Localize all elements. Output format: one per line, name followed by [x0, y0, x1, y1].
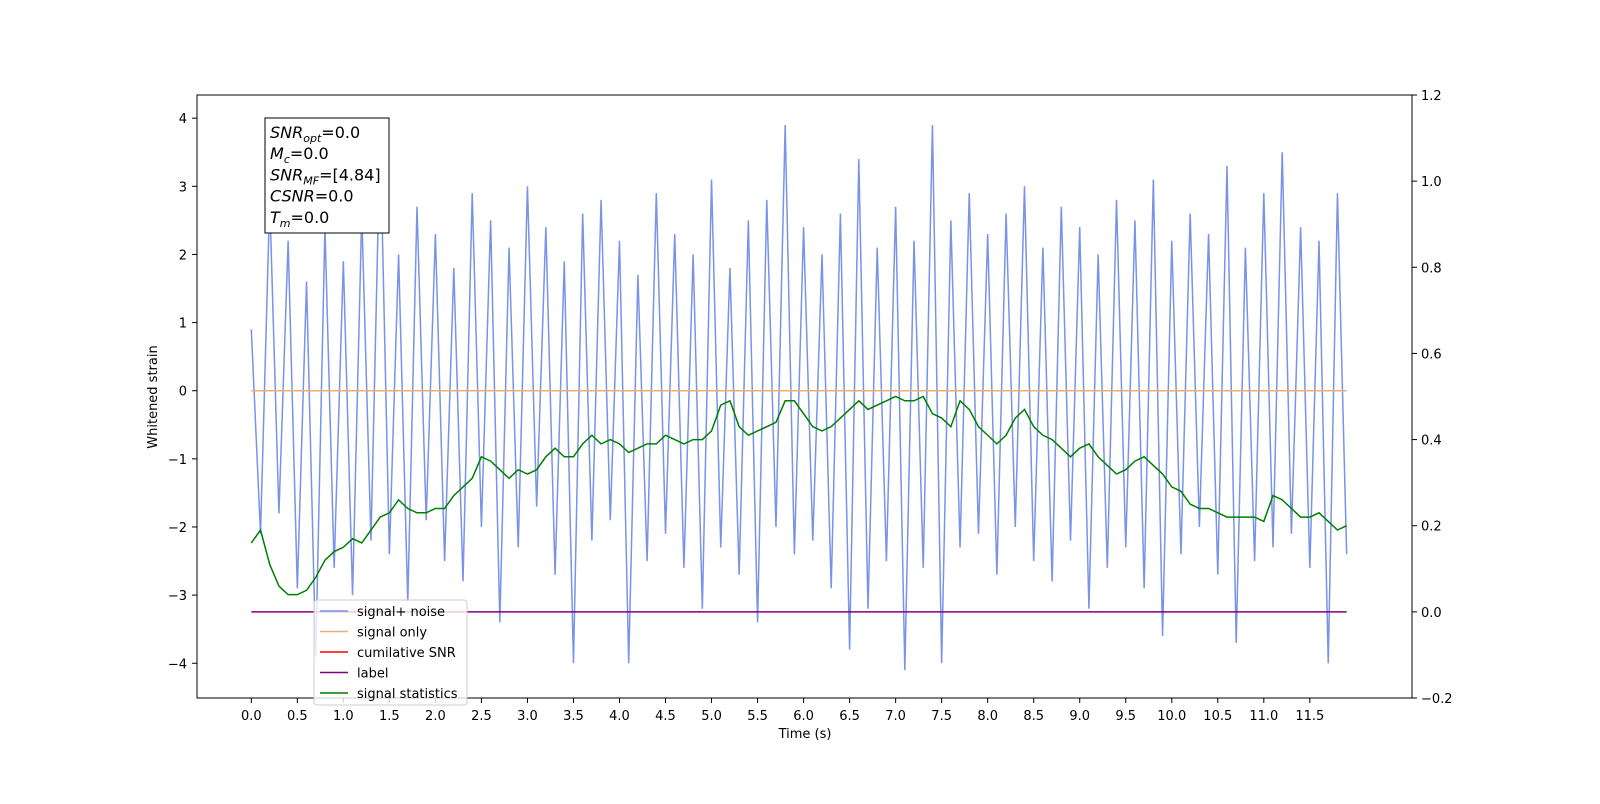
annotation-symbol: SNR [270, 123, 303, 142]
x-tick-label: 8.0 [977, 709, 998, 724]
annotation-symbol: M [270, 144, 284, 163]
annotation-line: SNRMF=[4.84] [270, 165, 381, 187]
x-tick-label: 11.5 [1295, 709, 1324, 724]
legend-label: signal statistics [357, 687, 458, 702]
x-tick-label: 7.5 [931, 709, 952, 724]
x-tick-label: 6.0 [793, 709, 814, 724]
x-tick-label: 2.0 [425, 709, 446, 724]
x-tick-label: 3.5 [563, 709, 584, 724]
x-tick-label: 9.5 [1115, 709, 1136, 724]
x-tick-label: 1.5 [379, 709, 400, 724]
x-tick-label: 10.0 [1157, 709, 1186, 724]
legend-frame [313, 599, 468, 706]
y-tick-label: −2 [168, 521, 187, 536]
y-axis-label: Whitened strain [146, 345, 161, 448]
x-tick-label: 5.5 [747, 709, 768, 724]
legend-label: label [357, 667, 388, 682]
x-tick-label: 4.5 [655, 709, 676, 724]
annotation-value: =[4.84] [319, 165, 381, 184]
y2-tick-label: 0.8 [1421, 261, 1442, 276]
annotation-value: =0.0 [321, 123, 360, 142]
legend: signal+ noise signal only cumilative SNR la… [313, 599, 468, 706]
annotation-value: =0.0 [290, 144, 329, 163]
annotation-line: Tm=0.0 [270, 208, 329, 230]
x-tick-label: 6.5 [839, 709, 860, 724]
annotation-symbol: SNR [270, 165, 303, 184]
y2-tick-label: 0.6 [1421, 347, 1442, 362]
y2-tick-label: 1.2 [1421, 89, 1442, 104]
x-tick-label: 0.5 [287, 709, 308, 724]
legend-label: cumilative SNR [357, 646, 456, 661]
y2-tick-label: 0.4 [1421, 434, 1442, 449]
annotation-line: CSNR=0.0 [270, 187, 354, 206]
annotation-value: =0.0 [315, 187, 354, 206]
annotation-subscript: m [280, 217, 291, 230]
annotation-line: SNRopt=0.0 [270, 123, 360, 145]
y-tick-label: 3 [179, 180, 187, 195]
x-tick-label: 8.5 [1023, 709, 1044, 724]
y-tick-label: 0 [179, 385, 187, 400]
y-tick-label: 4 [179, 112, 187, 127]
annotation-symbol: T [270, 208, 281, 227]
y-tick-label: −1 [168, 453, 187, 468]
legend-label: signal+ noise [357, 605, 445, 620]
x-tick-label: 3.0 [517, 709, 538, 724]
x-tick-label: 11.0 [1249, 709, 1278, 724]
series-line [250, 395, 1347, 596]
x-tick-label: 5.0 [701, 709, 722, 724]
x-tick-label: 7.0 [885, 709, 906, 724]
y-tick-label: 1 [179, 317, 187, 332]
annotation-value: =0.0 [291, 208, 330, 227]
annotation-line: Mc=0.0 [270, 144, 329, 166]
annotation-subscript: MF [303, 174, 319, 187]
annotation-symbol: CSNR [270, 187, 315, 206]
plot-frame [196, 94, 1413, 699]
y-tick-label: 2 [179, 248, 187, 263]
annotation-subscript: opt [303, 132, 322, 145]
y2-tick-label: 1.0 [1421, 175, 1442, 190]
x-tick-label: 9.0 [1069, 709, 1090, 724]
annotation-frame [264, 117, 390, 234]
y2-tick-label: 0.0 [1421, 606, 1442, 621]
x-tick-label: 10.5 [1203, 709, 1232, 724]
x-axis-label: Time (s) [778, 727, 832, 742]
y-tick-label: −4 [168, 657, 187, 672]
y2-tick-label: −0.2 [1421, 692, 1453, 707]
annotation-subscript: c [284, 153, 290, 166]
y-tick-label: −3 [168, 589, 187, 604]
x-tick-label: 0.0 [241, 709, 262, 724]
legend-label: signal only [357, 626, 427, 641]
x-tick-label: 4.0 [609, 709, 630, 724]
x-tick-label: 2.5 [471, 709, 492, 724]
x-tick-label: 1.0 [333, 709, 354, 724]
annotation-box: SNRopt=0.0Mc=0.0SNRMF=[4.84]CSNR=0.0Tm=0… [264, 117, 390, 234]
y2-tick-label: 0.2 [1421, 520, 1442, 535]
